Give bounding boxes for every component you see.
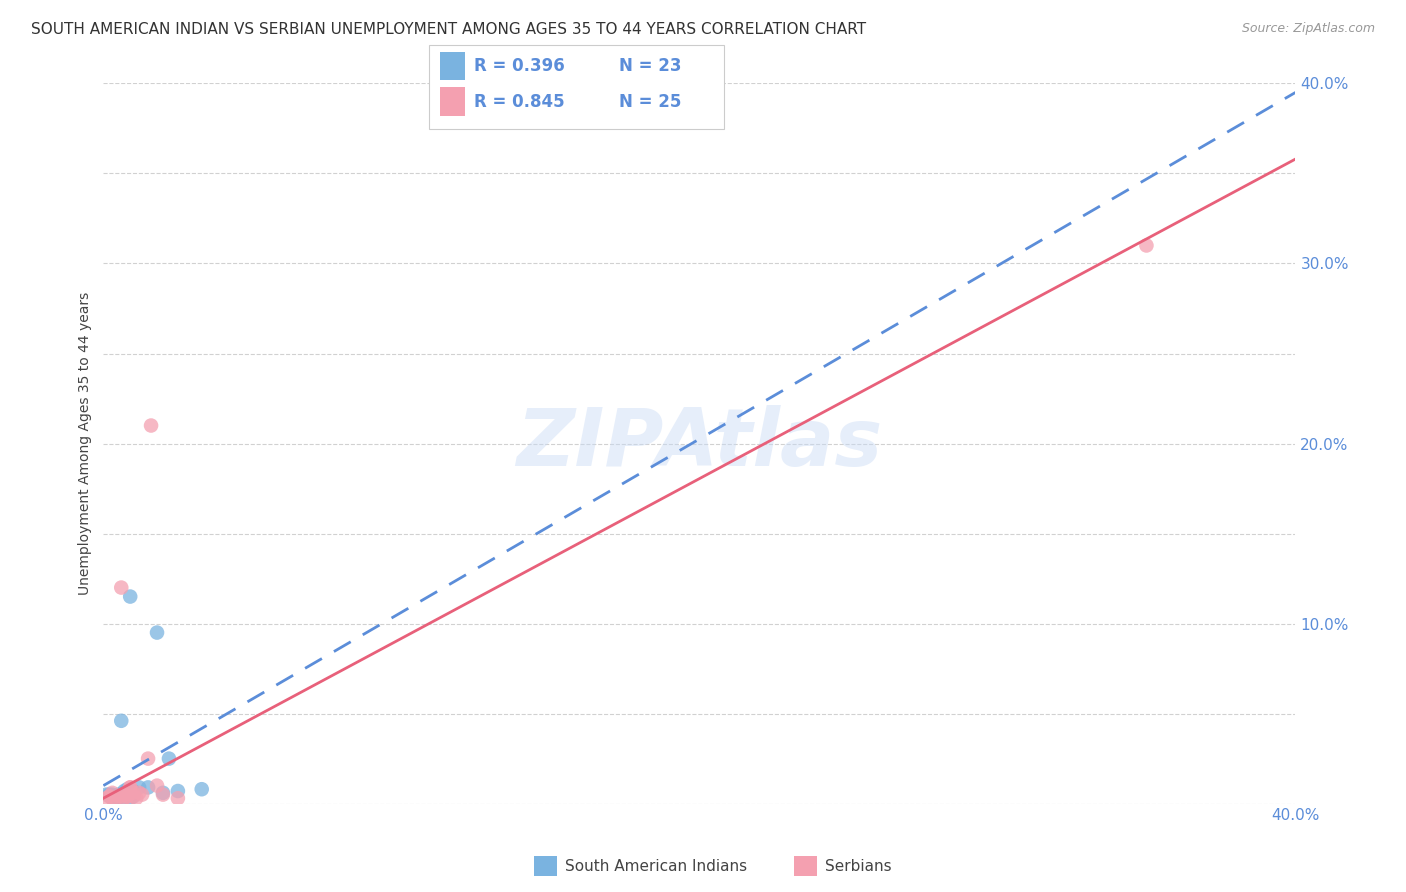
Point [112, 791, 135, 805]
Point [96, 791, 118, 805]
Point [167, 791, 190, 805]
Point [125, 791, 148, 805]
Point [104, 789, 127, 804]
Point [112, 788, 135, 802]
Point [146, 779, 169, 793]
Point [107, 791, 129, 805]
Point [98, 788, 121, 802]
Point [120, 791, 142, 805]
Point [128, 780, 150, 795]
Text: Serbians: Serbians [825, 859, 891, 873]
Point [110, 791, 132, 805]
Point [110, 581, 132, 595]
Point [136, 780, 159, 795]
Y-axis label: Unemployment Among Ages 35 to 44 years: Unemployment Among Ages 35 to 44 years [79, 292, 93, 595]
Point [98, 789, 121, 804]
Point [152, 786, 174, 800]
Point [115, 789, 138, 804]
Point [107, 788, 129, 802]
Point [128, 786, 150, 800]
Point [115, 789, 138, 804]
Point [104, 791, 127, 805]
Text: N = 25: N = 25 [619, 93, 681, 111]
Point [152, 788, 174, 802]
Point [120, 590, 142, 604]
Point [101, 788, 124, 802]
Point [122, 789, 145, 804]
Point [101, 791, 124, 805]
Point [1135, 238, 1157, 252]
Point [146, 625, 169, 640]
Text: R = 0.845: R = 0.845 [474, 93, 564, 111]
Point [101, 791, 124, 805]
Point [115, 789, 138, 804]
Point [131, 788, 153, 802]
Text: N = 23: N = 23 [619, 57, 681, 75]
Point [110, 789, 132, 804]
Point [167, 784, 190, 798]
Point [190, 782, 212, 797]
Point [136, 751, 159, 765]
Point [101, 786, 124, 800]
Point [157, 751, 180, 765]
Point [122, 786, 145, 800]
Point [122, 789, 145, 804]
Text: Source: ZipAtlas.com: Source: ZipAtlas.com [1241, 22, 1375, 36]
Point [112, 784, 135, 798]
Point [107, 789, 129, 804]
Point [122, 784, 145, 798]
Point [120, 780, 142, 795]
Point [96, 788, 118, 802]
Point [120, 780, 142, 795]
Point [115, 782, 138, 797]
Point [110, 714, 132, 728]
Text: South American Indians: South American Indians [565, 859, 748, 873]
Point [139, 418, 162, 433]
Text: SOUTH AMERICAN INDIAN VS SERBIAN UNEMPLOYMENT AMONG AGES 35 TO 44 YEARS CORRELAT: SOUTH AMERICAN INDIAN VS SERBIAN UNEMPLO… [31, 22, 866, 37]
Text: R = 0.396: R = 0.396 [474, 57, 565, 75]
Text: ZIPAtlas: ZIPAtlas [516, 405, 883, 483]
